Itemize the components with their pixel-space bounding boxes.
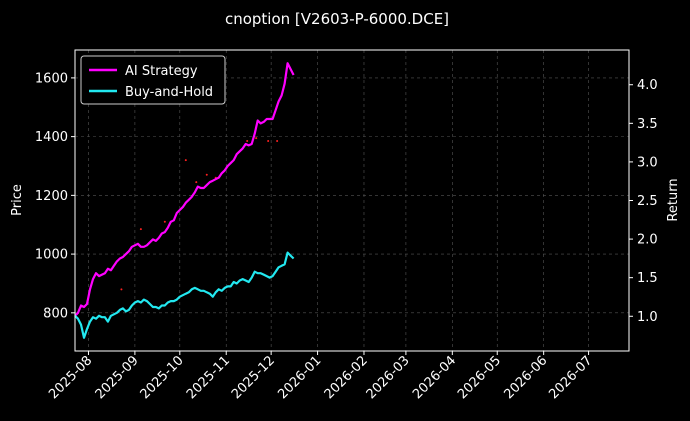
y-axis-right-ticks: 1.0 1.5 2.0 2.5 3.0 3.5 4.0 (629, 78, 658, 325)
scatter-point (184, 159, 187, 162)
scatter-point (267, 140, 270, 143)
scatter-point (195, 181, 198, 184)
y-right-tick-label: 2.0 (637, 233, 658, 248)
y-axis-left-label: Price (10, 184, 25, 216)
y-left-tick-label: 1600 (35, 71, 68, 86)
legend: AI Strategy Buy-and-Hold (80, 55, 226, 105)
y-right-tick-label: 3.5 (637, 117, 658, 132)
scatter-point (205, 173, 208, 176)
y-right-tick-label: 4.0 (637, 78, 658, 93)
series-line-buy-and-hold (74, 251, 295, 339)
legend-label-buy-and-hold: Buy-and-Hold (125, 85, 213, 100)
y-axis-right-label: Return (666, 178, 681, 221)
scatter-point (255, 137, 258, 140)
legend-label-ai-strategy: AI Strategy (125, 64, 198, 79)
series-layer (74, 62, 295, 339)
y-right-tick-label: 3.0 (637, 155, 658, 170)
y-right-tick-label: 1.5 (637, 271, 658, 286)
y-right-tick-label: 1.0 (637, 310, 658, 325)
y-left-tick-label: 1200 (35, 189, 68, 204)
scatter-point (163, 220, 166, 223)
scatter-point (246, 140, 249, 143)
y-left-tick-label: 800 (43, 306, 68, 321)
series-line-ai-strategy (74, 62, 295, 317)
scatter-point (276, 140, 279, 143)
scatter-point (120, 288, 123, 291)
y-right-tick-label: 2.5 (637, 194, 658, 209)
chart-title: cnoption [V2603-P-6000.DCE] (225, 10, 449, 28)
y-axis-left-ticks: 800 1000 1200 1400 1600 (35, 71, 75, 321)
scatter-point (139, 228, 142, 231)
y-left-tick-label: 1400 (35, 130, 68, 145)
y-left-tick-label: 1000 (35, 248, 68, 263)
